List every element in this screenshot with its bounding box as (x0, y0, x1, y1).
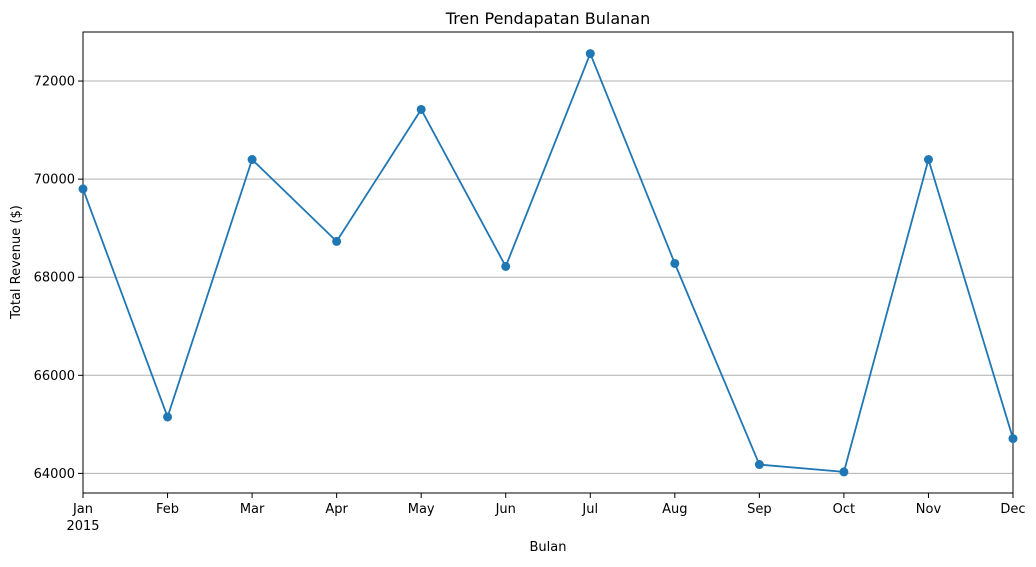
data-point (839, 467, 849, 477)
x-tick-label: Nov (916, 502, 942, 517)
data-point (1008, 434, 1018, 444)
x-tick-label: Dec (1000, 502, 1025, 517)
y-axis-ticks: 64000 66000 68000 70000 72000 (34, 75, 83, 482)
data-point (754, 460, 764, 470)
x-tick-label: Jun (495, 502, 516, 517)
y-tick-label: 64000 (34, 467, 75, 482)
x-tick-label: Jan (72, 502, 93, 517)
y-tick-label: 70000 (34, 173, 75, 188)
x-tick-label: Aug (662, 502, 687, 517)
x-tick-label: Mar (240, 502, 265, 517)
x-axis-label: Bulan (530, 540, 567, 555)
data-point (332, 236, 342, 246)
grid-lines (83, 80, 1013, 474)
y-tick-label: 66000 (34, 369, 75, 384)
x-axis-year-label: 2015 (66, 519, 99, 534)
x-tick-label: Apr (325, 502, 348, 517)
data-point (416, 104, 426, 114)
x-tick-label: May (408, 502, 435, 517)
data-point (78, 184, 88, 194)
data-point (923, 155, 933, 165)
x-tick-label: Jul (581, 502, 598, 517)
data-point (247, 155, 257, 165)
x-tick-label: Oct (833, 502, 855, 517)
chart-title: Tren Pendapatan Bulanan (445, 9, 650, 28)
y-tick-label: 72000 (34, 75, 75, 90)
plot-frame (82, 31, 1014, 494)
series-layer (78, 49, 1018, 477)
x-tick-label: Feb (156, 502, 179, 517)
x-tick-label: Sep (747, 502, 772, 517)
data-point (501, 261, 511, 271)
data-point (163, 412, 173, 422)
data-point (585, 49, 595, 59)
y-axis-label: Total Revenue ($) (9, 205, 24, 320)
data-point (670, 258, 680, 268)
x-axis-ticks: Jan Feb Mar Apr May Jun Jul Aug Sep Oct Nov Dec (72, 493, 1026, 517)
series-line (82, 52, 1014, 473)
y-tick-label: 68000 (34, 271, 75, 286)
